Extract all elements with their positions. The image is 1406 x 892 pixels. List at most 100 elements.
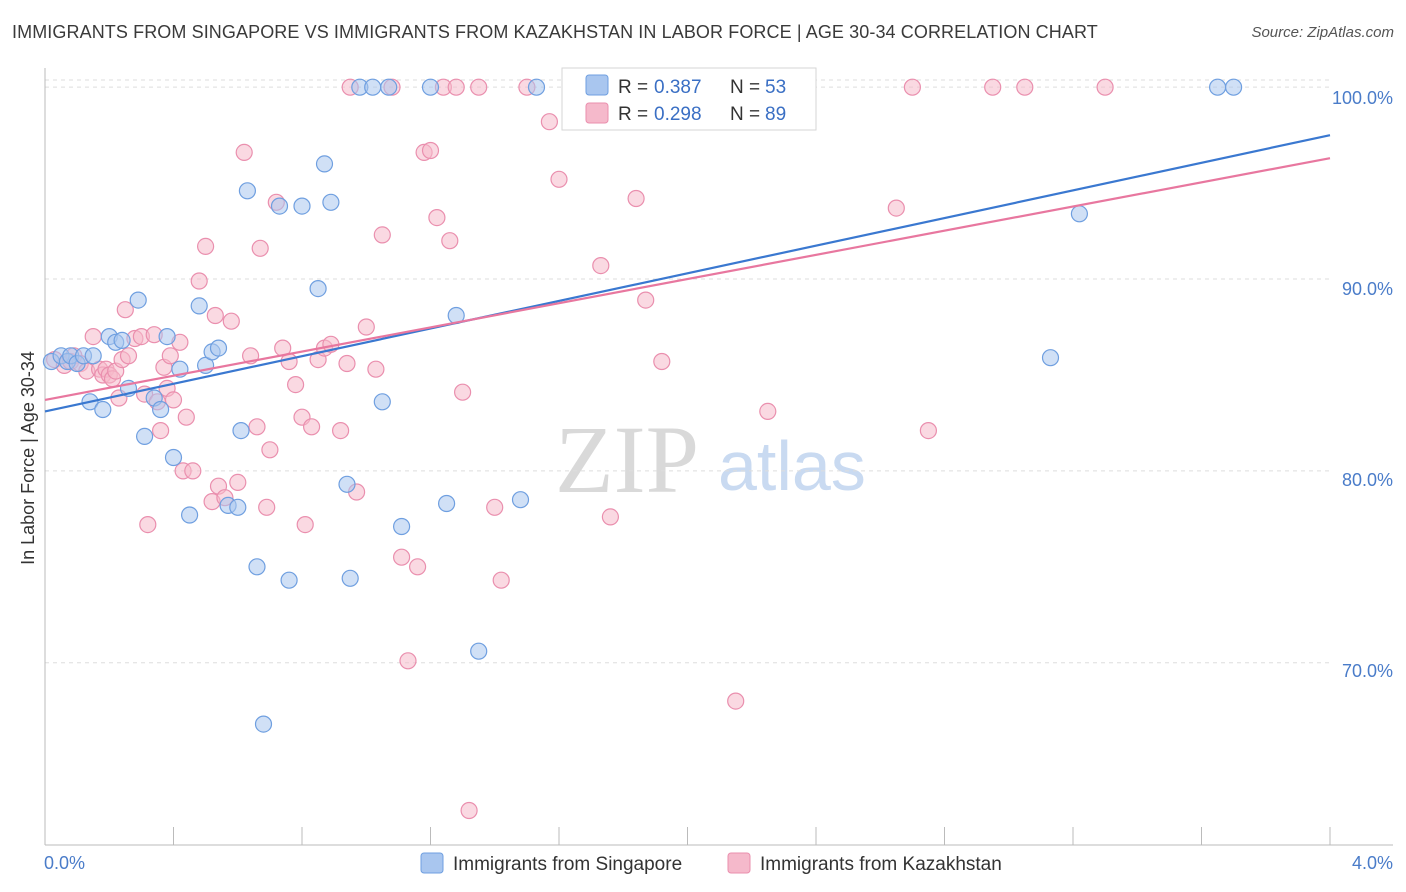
pink-point-15	[116, 301, 134, 319]
legend-n-value-blue: 53	[765, 77, 786, 98]
series-legend: Immigrants from Singapore Immigrants fro…	[420, 852, 1002, 875]
pink-point-49	[287, 376, 305, 394]
pink-point-52	[303, 418, 321, 436]
y-axis-label: In Labor Force | Age 30-34	[18, 351, 38, 565]
pink-point-60	[357, 318, 375, 336]
blue-point-20	[181, 506, 199, 524]
pink-point-92	[1016, 78, 1034, 96]
pink-point-38	[222, 312, 240, 330]
legend-r-label-pink: R =	[618, 104, 648, 125]
blue-point-26	[229, 498, 247, 516]
blue-point-44	[421, 78, 440, 96]
correlation-legend: R = 0.387 N = 53 R = 0.298 N = 89	[561, 67, 817, 131]
x-tick-label-max: 4.0%	[1352, 853, 1393, 873]
pink-point-40	[235, 143, 253, 161]
pink-point-88	[887, 199, 905, 217]
blue-point-21	[190, 297, 208, 315]
source-label: Source: ZipAtlas.com	[1251, 24, 1394, 41]
pink-point-43	[251, 239, 269, 257]
legend-r-label-blue: R =	[618, 77, 648, 98]
axes	[44, 68, 1393, 846]
pink-point-77	[492, 571, 510, 589]
blue-point-24	[209, 339, 228, 357]
blue-point-16	[152, 400, 170, 419]
blue-point-30	[254, 715, 273, 733]
blue-point-31	[270, 197, 289, 215]
pink-point-33	[197, 237, 215, 255]
pink-point-30	[177, 408, 195, 426]
blue-point-17	[158, 328, 176, 346]
series-legend-swatch-kazakhstan	[727, 852, 751, 874]
blue-point-8	[94, 400, 112, 419]
blue-point-13	[129, 291, 147, 309]
pink-point-66	[409, 558, 427, 576]
pink-point-42	[248, 418, 266, 436]
blue-point-53	[1224, 78, 1243, 96]
pink-point-82	[601, 508, 620, 526]
pink-point-35	[206, 306, 224, 325]
pink-point-56	[332, 422, 350, 440]
pink-point-91	[984, 78, 1002, 96]
blue-point-29	[248, 558, 266, 576]
blue-point-32	[280, 571, 298, 589]
pink-point-74	[460, 801, 478, 820]
pink-point-62	[373, 226, 391, 244]
series-legend-label-singapore: Immigrants from Singapore	[453, 854, 682, 875]
blue-point-14	[136, 427, 154, 445]
pink-point-93	[1096, 78, 1114, 96]
legend-n-value-pink: 89	[765, 104, 786, 125]
pink-point-75	[470, 78, 488, 96]
series-legend-swatch-singapore	[420, 852, 444, 874]
pink-point-76	[486, 498, 504, 516]
watermark-atlas: atlas	[718, 427, 866, 505]
blue-point-38	[341, 569, 359, 587]
blue-point-51	[1070, 205, 1089, 223]
blue-point-18	[164, 448, 183, 467]
y-tick-label-90: 90.0%	[1342, 279, 1393, 299]
pink-point-79	[540, 113, 559, 131]
blue-point-28	[238, 182, 256, 200]
blue-point-50	[1041, 349, 1060, 367]
blue-point-27	[232, 422, 250, 440]
legend-n-label-blue: N =	[730, 77, 760, 98]
pink-point-51	[296, 515, 314, 534]
series-legend-label-kazakhstan: Immigrants from Kazakhstan	[760, 854, 1002, 875]
pink-point-27	[164, 391, 183, 409]
x-tick-label-min: 0.0%	[44, 853, 85, 873]
blue-point-11	[113, 331, 131, 349]
legend-n-label-pink: N =	[730, 104, 760, 125]
blue-point-33	[293, 197, 311, 215]
blue-point-52	[1208, 78, 1227, 96]
pink-point-69	[428, 209, 446, 227]
watermark-zip: ZIP	[555, 406, 699, 513]
pink-point-6	[84, 328, 102, 346]
pink-point-61	[367, 360, 385, 378]
y-tick-label-70: 70.0%	[1342, 661, 1393, 681]
pink-point-26	[161, 347, 179, 365]
pink-point-16	[119, 347, 138, 365]
pink-point-44	[258, 498, 276, 516]
pink-point-81	[592, 257, 610, 275]
legend-swatch-pink	[585, 102, 609, 124]
pink-point-85	[653, 352, 671, 371]
grid-lines	[45, 79, 1330, 664]
blue-point-36	[322, 193, 340, 211]
pink-point-73	[454, 383, 472, 401]
pink-point-68	[421, 141, 440, 160]
pink-point-72	[447, 78, 465, 96]
trend-lines	[44, 134, 1331, 413]
pink-point-83	[627, 189, 645, 208]
blue-point-41	[373, 393, 391, 411]
blue-point-35	[315, 155, 334, 173]
blue-point-43	[393, 517, 411, 536]
pink-point-90	[919, 422, 938, 440]
pink-point-71	[441, 232, 459, 250]
blue-trend-line	[44, 134, 1331, 413]
blue-point-45	[438, 494, 456, 513]
legend-r-value-blue: 0.387	[654, 77, 702, 98]
pink-point-45	[261, 441, 279, 459]
pink-point-57	[338, 354, 356, 373]
pink-point-89	[903, 78, 922, 96]
pink-point-84	[637, 291, 655, 309]
